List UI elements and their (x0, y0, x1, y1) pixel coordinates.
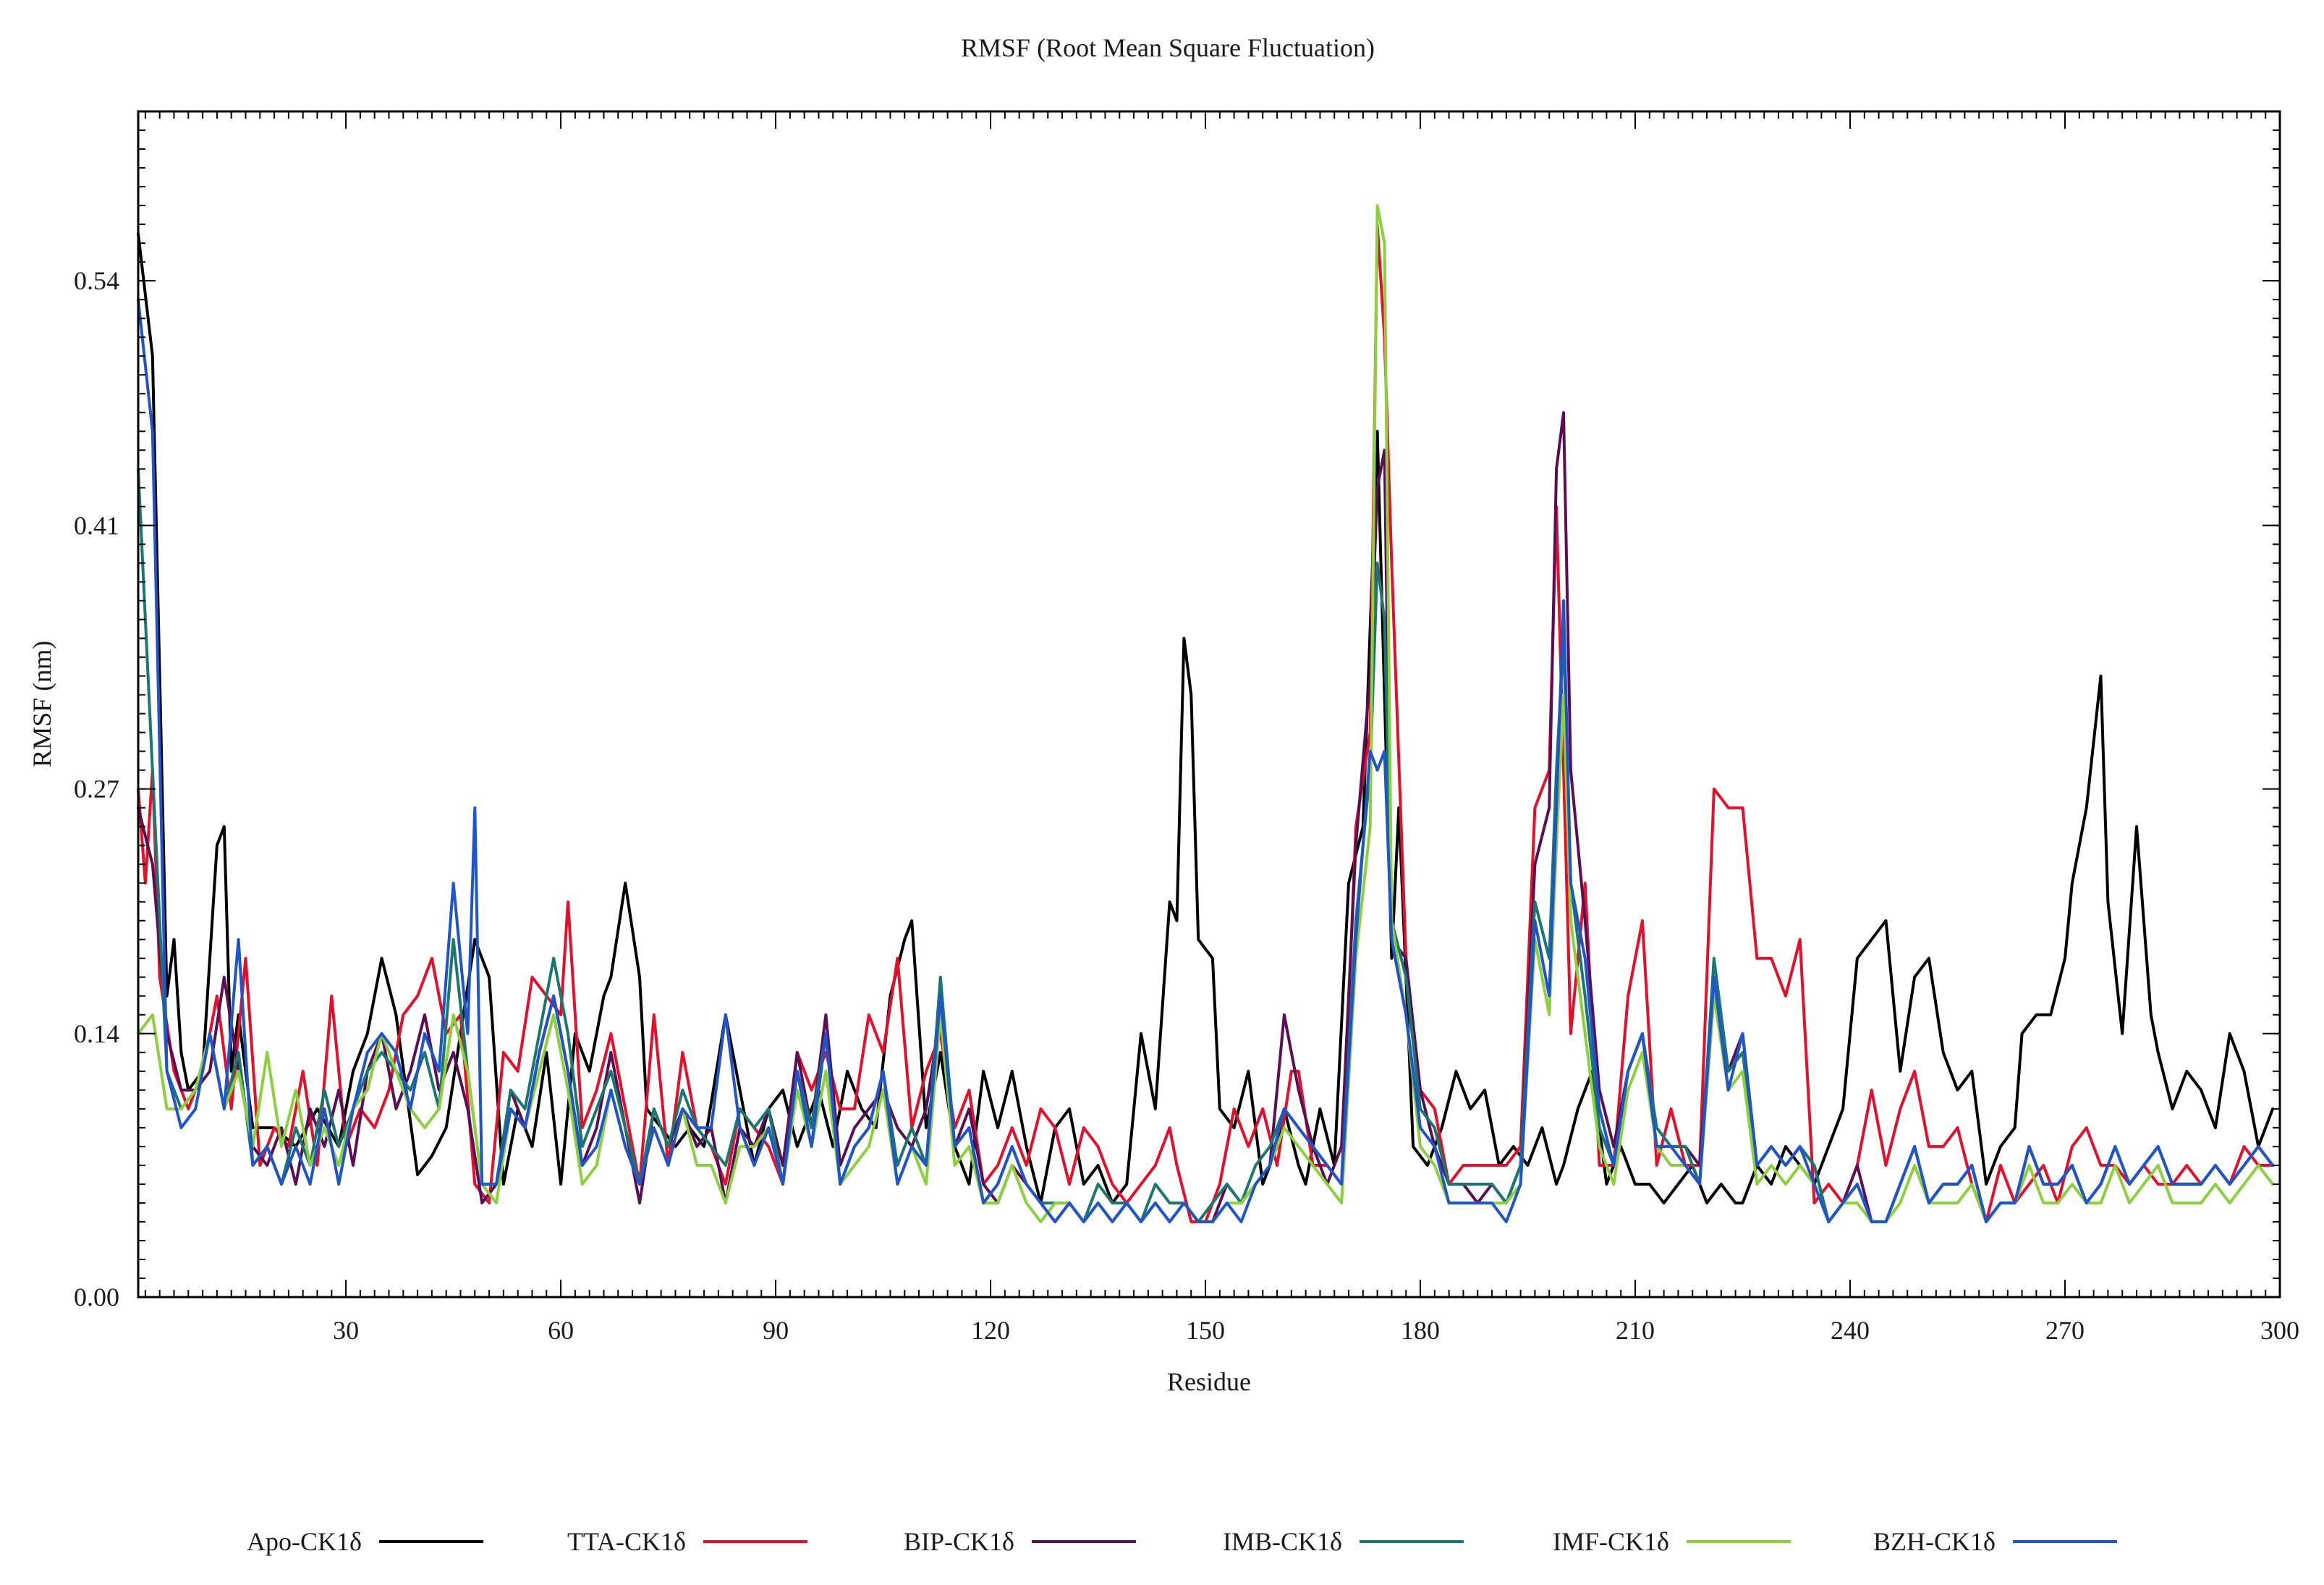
x-tick-label: 240 (1831, 1316, 1870, 1345)
x-tick-label: 210 (1616, 1316, 1655, 1345)
y-tick-label: 0.41 (74, 511, 119, 540)
y-tick-label: 0.14 (74, 1019, 119, 1048)
x-tick-label: 120 (971, 1316, 1010, 1345)
legend-label: Apo-CK1δ (247, 1527, 362, 1556)
y-axis-label: RMSF (nm) (27, 640, 56, 767)
series-line-5 (137, 298, 2275, 1223)
x-tick-label: 180 (1401, 1316, 1440, 1345)
y-tick-label: 0.27 (74, 775, 119, 804)
x-tick-label: 30 (333, 1316, 359, 1345)
y-tick-label: 0.00 (74, 1283, 119, 1312)
series-line-2 (137, 411, 2275, 1223)
legend-item-2: BIP-CK1δ (904, 1527, 1136, 1556)
x-tick-label: 60 (548, 1316, 574, 1345)
x-tick-label: 300 (2260, 1316, 2299, 1345)
legend-label: TTA-CK1δ (567, 1527, 686, 1556)
series-layer (137, 204, 2275, 1223)
legend-label: BZH-CK1δ (1873, 1527, 1996, 1556)
plot-frame (137, 110, 2281, 1299)
chart-title: RMSF (Root Mean Square Fluctuation) (961, 33, 1375, 62)
legend-item-3: IMB-CK1δ (1223, 1527, 1464, 1556)
y-tick-label: 0.54 (74, 266, 119, 295)
x-tick-label: 150 (1186, 1316, 1225, 1345)
legend-item-0: Apo-CK1δ (247, 1527, 483, 1556)
series-line-0 (137, 232, 2275, 1204)
x-tick-label: 270 (2045, 1316, 2085, 1345)
legend-label: BIP-CK1δ (904, 1527, 1014, 1556)
legend-item-1: TTA-CK1δ (567, 1527, 807, 1556)
legend-label: IMB-CK1δ (1223, 1527, 1342, 1556)
legend-label: IMF-CK1δ (1553, 1527, 1669, 1556)
legend: Apo-CK1δ TTA-CK1δ BIP-CK1δ IMB-CK1δ IMF-CK1δ… (247, 1527, 2117, 1556)
ticks-layer: 30 60 90 120 150 180 210 240 270 300 0.00 0.14 0.27 0… (74, 111, 2299, 1345)
series-line-3 (137, 467, 2275, 1223)
legend-item-4: IMF-CK1δ (1553, 1527, 1791, 1556)
legend-item-5: BZH-CK1δ (1873, 1527, 2117, 1556)
x-axis-label: Residue (1167, 1367, 1251, 1396)
x-tick-label: 90 (763, 1316, 789, 1345)
